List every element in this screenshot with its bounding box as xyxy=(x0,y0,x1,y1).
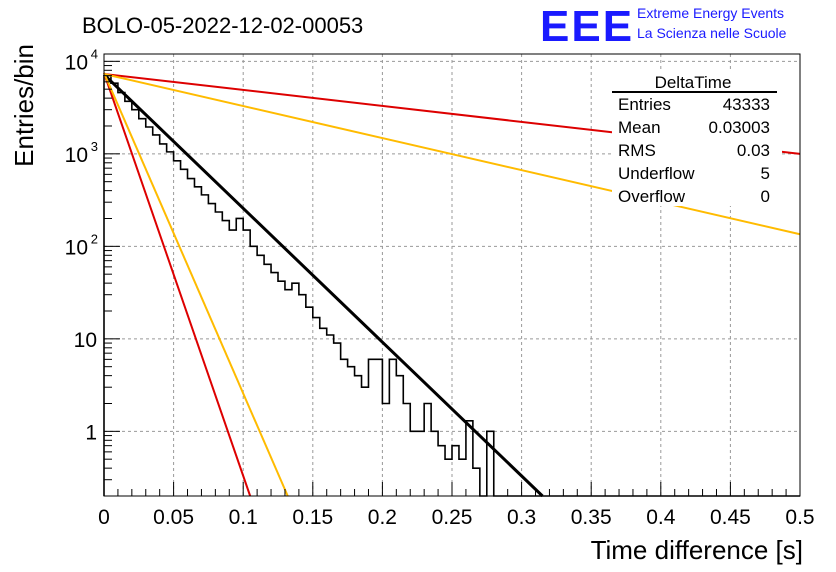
fit-line-orange-shallow xyxy=(103,72,801,236)
fit-line-orange-steep xyxy=(103,72,289,497)
stats-label: Mean xyxy=(618,118,661,137)
histogram-bin xyxy=(174,161,181,496)
y-axis-label: Entries/bin xyxy=(9,44,39,167)
histogram-bin xyxy=(368,359,375,496)
histogram-bin xyxy=(104,76,111,496)
stats-value: 0.03 xyxy=(737,141,770,160)
x-tick-label: 0.35 xyxy=(571,506,612,529)
histogram-bin xyxy=(201,195,208,496)
stats-value: 0 xyxy=(761,187,770,206)
stats-label: Overflow xyxy=(618,187,686,206)
histogram-bin xyxy=(313,318,320,496)
x-axis-label: Time difference [s] xyxy=(591,535,803,565)
eee-logo: EEE xyxy=(540,2,634,51)
x-tick-label: 0.2 xyxy=(368,506,397,529)
histogram-bin xyxy=(355,376,362,496)
histogram-bin xyxy=(285,290,292,496)
histogram-bin xyxy=(271,273,278,496)
x-axis: 0 0.05 0.1 0.15 0.2 0.25 0.3 0.35 0.4 0.45 0.5 xyxy=(98,482,815,529)
histogram-bin xyxy=(188,179,195,496)
histogram-bin xyxy=(181,169,188,496)
histogram-bin xyxy=(215,212,222,496)
y-tick-label: 10 xyxy=(65,51,88,74)
histogram-bin xyxy=(208,204,215,496)
y-tick-label: 10 xyxy=(65,236,88,259)
histogram-bin xyxy=(459,459,466,496)
x-tick-label: 0.3 xyxy=(507,506,536,529)
histogram-bin xyxy=(320,328,327,496)
x-tick-label: 0.25 xyxy=(432,506,473,529)
histogram-bin xyxy=(348,367,355,496)
histogram-bin xyxy=(452,446,459,496)
histogram-bin xyxy=(375,359,382,496)
histogram-bin xyxy=(473,468,480,496)
x-tick-label: 0 xyxy=(98,506,110,529)
fit-line-red-steep xyxy=(103,72,252,497)
stats-value: 0.03003 xyxy=(709,118,770,137)
histogram-bin xyxy=(396,376,403,496)
histogram-bin xyxy=(487,431,494,496)
histogram-bin xyxy=(389,359,396,496)
logo-line-1: Extreme Energy Events xyxy=(637,5,784,21)
histogram-bin xyxy=(410,431,417,496)
histogram-bin xyxy=(167,152,174,496)
histogram-bin xyxy=(236,218,243,496)
histogram-bin xyxy=(257,255,264,496)
histogram-bin xyxy=(194,187,201,496)
histogram-bin xyxy=(299,295,306,496)
histogram-bin xyxy=(264,264,271,496)
histogram-bin xyxy=(111,83,118,496)
histogram-bin xyxy=(160,144,167,496)
stats-box: DeltaTime Entries 43333 Mean 0.03003 RMS 0.03… xyxy=(612,72,782,206)
histogram-bin xyxy=(438,446,445,496)
y-tick-label: 10 xyxy=(65,144,88,167)
y-tick-exponent: 4 xyxy=(91,46,98,61)
y-tick-label: 10 xyxy=(74,329,97,352)
histogram-bin xyxy=(341,359,348,496)
histogram-bin xyxy=(327,335,334,496)
histogram-bin xyxy=(334,343,341,496)
y-tick-exponent: 2 xyxy=(91,231,98,246)
chart-title: BOLO-05-2022-12-02-00053 xyxy=(82,13,363,38)
histogram-bin xyxy=(424,403,431,496)
histogram-bin xyxy=(417,431,424,496)
histogram-bin xyxy=(292,283,299,496)
histogram-bin xyxy=(250,246,257,496)
y-tick-exponent: 3 xyxy=(91,139,98,154)
histogram-bin xyxy=(431,431,438,496)
stats-value: 43333 xyxy=(723,95,770,114)
stats-label: RMS xyxy=(618,141,656,160)
histogram-bin xyxy=(306,307,313,496)
histogram-bin xyxy=(403,403,410,496)
histogram-bin xyxy=(362,387,369,496)
y-tick-label: 1 xyxy=(85,421,97,444)
stats-value: 5 xyxy=(761,164,770,183)
histogram-bin xyxy=(243,230,250,496)
x-tick-label: 0.4 xyxy=(646,506,676,529)
stats-label: Entries xyxy=(618,95,671,114)
stats-label: Underflow xyxy=(618,164,695,183)
logo-line-2: La Scienza nelle Scuole xyxy=(637,25,787,41)
x-tick-label: 0.1 xyxy=(229,506,258,529)
x-tick-label: 0.05 xyxy=(153,506,194,529)
x-tick-label: 0.45 xyxy=(710,506,751,529)
histogram-bin xyxy=(278,281,285,496)
stats-title: DeltaTime xyxy=(655,73,732,92)
x-tick-label: 0.15 xyxy=(292,506,333,529)
histogram-bin xyxy=(466,421,473,496)
x-tick-label: 0.5 xyxy=(785,506,814,529)
fit-lines-group xyxy=(102,72,801,498)
histogram-bin xyxy=(125,101,132,496)
histogram-bin xyxy=(382,403,389,496)
histogram-bin xyxy=(118,93,125,496)
histogram-bin xyxy=(445,459,452,496)
fit-line-fit xyxy=(102,73,544,498)
